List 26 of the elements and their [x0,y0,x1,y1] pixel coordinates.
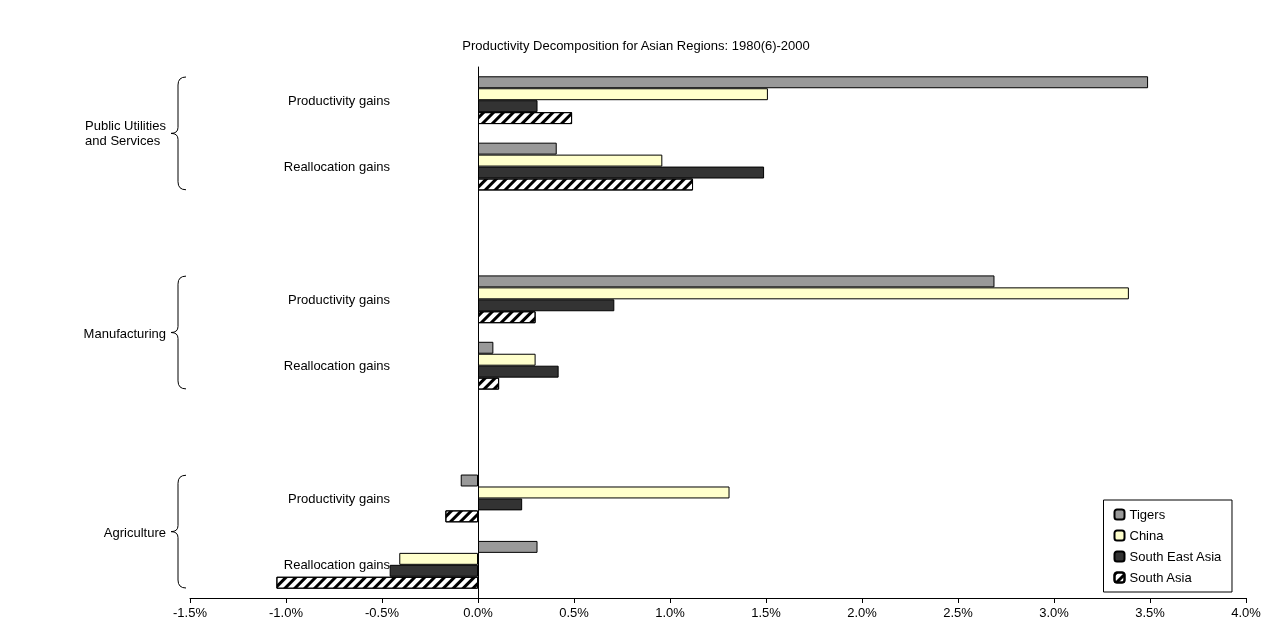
x-tick-label: -1.5% [173,605,208,620]
y-tick-label: Reallocation gains [283,159,391,175]
x-tick-label: -1.0% [269,605,304,620]
x-tick-label: 4.0% [1231,605,1262,620]
x-tick-label: 1.0% [655,605,686,620]
legend-label: South Asia [1129,570,1193,585]
y-tick-label: Reallocation gains [283,358,391,374]
chart-title: Productivity Decomposition for Asian Regions: 1980(6)-2000 [462,38,810,53]
x-tick-label: 0.5% [559,605,590,620]
text: Manufacturing [83,325,166,340]
y-tick-label: Reallocation gains [283,557,391,573]
legend-label: China [1129,528,1165,543]
x-tick-label: 1.5% [751,605,782,620]
x-tick-label: 3.5% [1135,605,1166,620]
text: Public Utilities and Services [85,118,166,149]
x-tick-label: 2.5% [943,605,974,620]
y-tick-label: Productivity gains [288,291,391,307]
x-tick-label: -0.5% [365,605,400,620]
y-tick-label: Productivity gains [288,92,391,108]
x-tick-label: 0.0% [463,605,494,620]
y-tick-label: Productivity gains [288,490,391,506]
legend-label: South East Asia [1129,549,1223,564]
x-tick-label: 3.0% [1039,605,1070,620]
legend-label: Tigers [1129,507,1166,522]
text: Agriculture [103,524,166,540]
x-tick-label: 2.0% [847,605,878,620]
